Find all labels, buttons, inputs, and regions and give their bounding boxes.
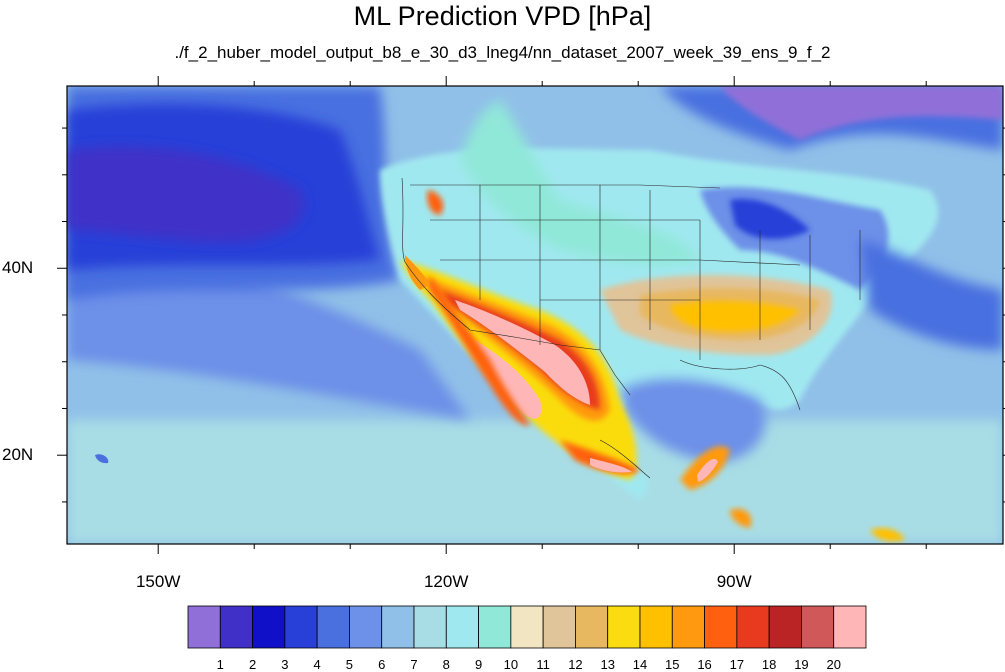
- colorbar-swatch: [639, 605, 673, 649]
- colorbar-label: 20: [826, 657, 841, 672]
- colorbar-swatch: [478, 605, 512, 649]
- colorbar-label: 18: [761, 657, 777, 672]
- political-boundaries: [401, 177, 861, 479]
- colorbar-swatch: [445, 605, 479, 649]
- colorbar-label: 12: [568, 657, 583, 672]
- map-subtitle: ./f_2_huber_model_output_b8_e_30_d3_lneg…: [174, 43, 831, 62]
- colorbar-label: 4: [313, 657, 321, 672]
- vpd-field: [67, 86, 1003, 544]
- colorbar-label: 13: [600, 657, 615, 672]
- colorbar-swatch: [671, 605, 705, 649]
- colorbar-label: 11: [536, 657, 550, 672]
- map-title: ML Prediction VPD [hPa]: [353, 1, 652, 31]
- colorbar-label: 19: [794, 657, 809, 672]
- colorbar-swatch: [575, 605, 609, 649]
- colorbar-swatch: [542, 605, 576, 649]
- colorbar-label: 17: [729, 657, 745, 672]
- colorbar-swatch: [284, 605, 318, 649]
- colorbar-swatch: [768, 605, 802, 649]
- lon-label: 90W: [716, 572, 752, 591]
- colorbar-swatch: [381, 605, 415, 649]
- colorbar-label: 8: [442, 657, 450, 672]
- colorbar-label: 10: [503, 657, 519, 672]
- colorbar-swatch: [252, 605, 286, 649]
- colorbar-swatch: [219, 605, 253, 649]
- colorbar-label: 15: [665, 657, 680, 672]
- colorbar-swatch: [704, 605, 738, 649]
- colorbar-label: 6: [378, 657, 386, 672]
- colorbar-swatch: [349, 605, 383, 649]
- lon-label: 150W: [135, 572, 181, 591]
- lat-label: 20N: [2, 445, 34, 465]
- colorbar-label: 9: [474, 657, 483, 672]
- colorbar-swatch: [736, 605, 770, 649]
- colorbar-label: 5: [345, 657, 354, 672]
- colorbar-label: 3: [281, 657, 289, 672]
- colorbar-label: 2: [248, 657, 257, 672]
- colorbar-label: 7: [410, 657, 418, 672]
- axis-ticks: [57, 76, 1005, 554]
- colorbar-swatch: [801, 605, 835, 649]
- lat-label: 40N: [2, 258, 34, 278]
- colorbar-swatch: [607, 605, 641, 649]
- colorbar-label: 1: [216, 657, 224, 672]
- colorbar-label: 16: [697, 657, 712, 672]
- colorbar-swatch: [316, 605, 350, 649]
- lon-label: 120W: [423, 572, 469, 591]
- colorbar-swatch: [187, 605, 221, 649]
- colorbar-label: 14: [632, 657, 648, 672]
- colorbar-swatch: [413, 605, 447, 649]
- colorbar-swatch: [510, 605, 544, 649]
- colorbar-swatch: [833, 605, 867, 649]
